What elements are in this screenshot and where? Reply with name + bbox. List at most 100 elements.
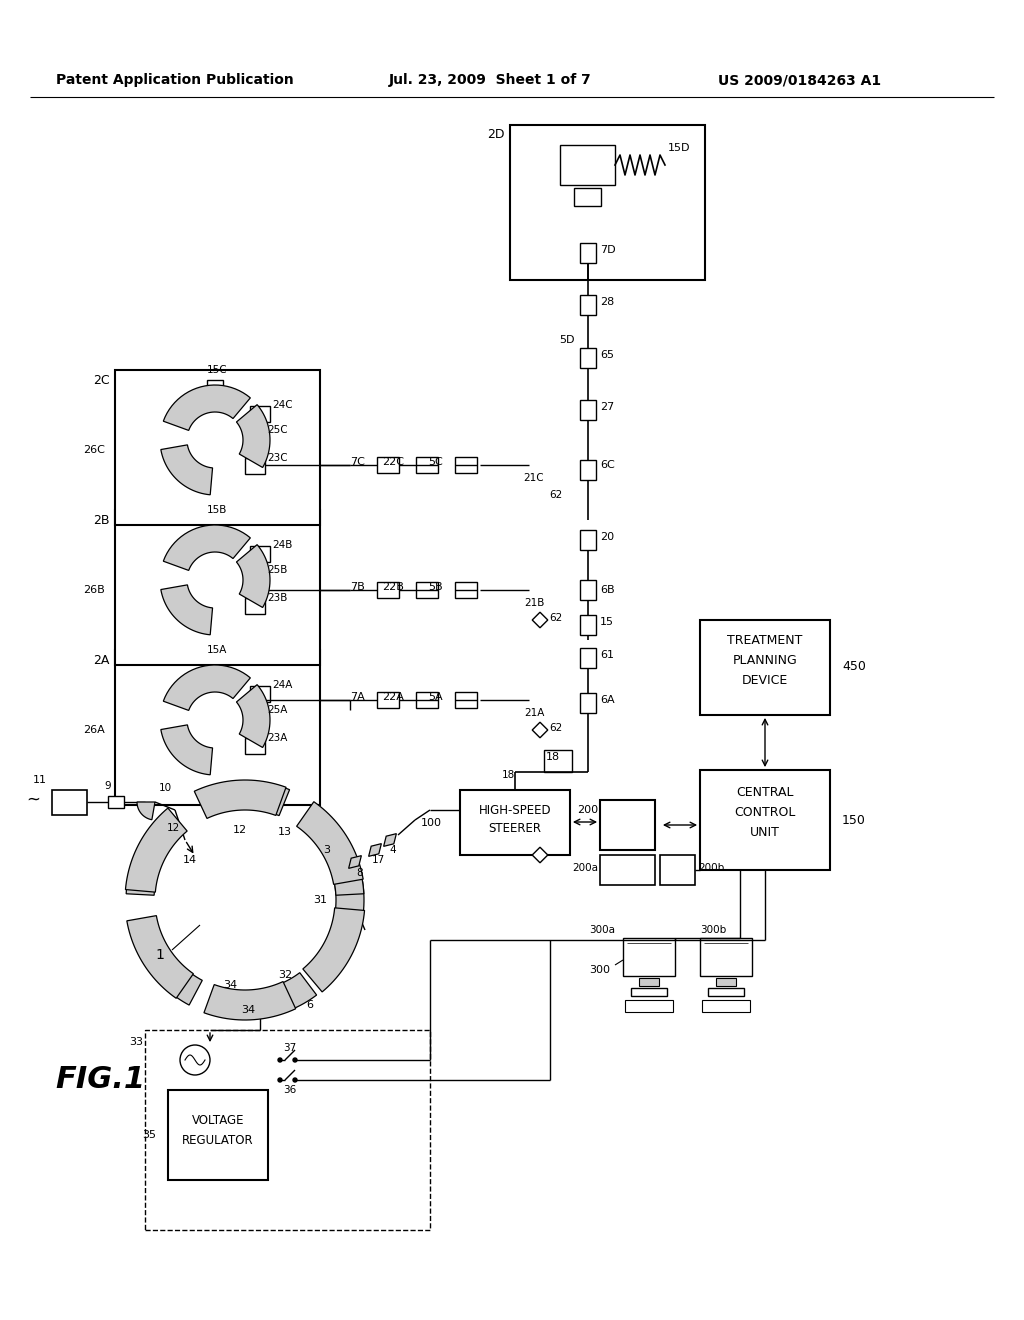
Text: 12: 12 [232,825,247,836]
Bar [145,1030,430,1230]
Polygon shape [201,781,290,816]
Polygon shape [297,801,364,884]
Bar [115,510,319,665]
Bar [416,457,438,473]
Bar [115,649,319,805]
Bar [245,570,265,586]
Bar [245,598,265,614]
Bar [455,692,477,708]
Bar [580,348,596,368]
Bar [416,692,438,708]
Polygon shape [532,612,548,628]
Text: 7A: 7A [350,692,365,702]
Bar [245,738,265,754]
Text: 24C: 24C [272,400,293,411]
Text: CONTROL: CONTROL [734,805,796,818]
Text: 17: 17 [372,855,385,865]
Polygon shape [204,982,296,1020]
Text: 200a: 200a [572,863,598,873]
Bar [416,582,438,598]
Text: 25B: 25B [267,565,288,576]
Polygon shape [127,916,194,998]
Bar [245,430,265,446]
Text: Jul. 23, 2009  Sheet 1 of 7: Jul. 23, 2009 Sheet 1 of 7 [389,73,592,87]
Text: 2B: 2B [93,513,110,527]
Text: 4: 4 [390,845,396,855]
Circle shape [278,1059,282,1063]
Polygon shape [348,855,361,869]
Text: 5A: 5A [428,692,443,702]
Bar [580,693,596,713]
Text: 34: 34 [241,1005,255,1015]
Text: 31: 31 [313,895,327,906]
Bar [600,855,655,884]
Text: 15C: 15C [207,366,227,375]
Text: 2D: 2D [487,128,505,141]
Bar [207,660,223,676]
Bar [574,187,601,206]
Text: 62: 62 [549,490,562,500]
Bar [207,520,223,536]
Bar [245,458,265,474]
Text: STEERER: STEERER [488,821,542,834]
Text: TREATMENT: TREATMENT [727,634,803,647]
Text: 37: 37 [284,1043,297,1053]
Text: HIGH-SPEED: HIGH-SPEED [478,804,551,817]
Polygon shape [195,780,286,818]
Bar [115,370,319,525]
Text: 22B: 22B [382,582,404,591]
Circle shape [293,1078,297,1082]
Text: 61: 61 [600,649,614,660]
Polygon shape [237,405,270,467]
Text: 2A: 2A [93,653,110,667]
Text: 23C: 23C [267,453,288,463]
Polygon shape [230,973,316,1019]
Bar [560,145,615,185]
Text: 150: 150 [842,813,866,826]
Bar [207,380,223,396]
Polygon shape [303,908,365,991]
Text: 20: 20 [600,532,614,543]
Polygon shape [163,385,250,430]
Text: 15: 15 [600,616,614,627]
Bar [580,243,596,263]
Text: 450: 450 [842,660,866,673]
Text: 5C: 5C [428,457,443,467]
Text: PLANNING: PLANNING [732,653,798,667]
Polygon shape [137,803,155,820]
Text: 200: 200 [577,805,598,814]
Text: 21C: 21C [523,473,545,483]
Text: 14: 14 [183,855,197,865]
Circle shape [293,1059,297,1063]
Text: 15B: 15B [207,506,227,515]
Polygon shape [307,813,364,895]
Text: 35: 35 [142,1130,156,1140]
Text: 2C: 2C [93,374,110,387]
Text: 200b: 200b [698,863,724,873]
Bar [580,648,596,668]
Bar [245,710,265,726]
Text: UNIT: UNIT [750,825,780,838]
Polygon shape [323,875,364,964]
Text: 6: 6 [306,1001,313,1010]
Polygon shape [161,585,213,635]
Bar [580,459,596,480]
Text: 23B: 23B [267,593,288,603]
Text: DEVICE: DEVICE [741,673,788,686]
Bar [580,579,596,601]
Bar [639,978,659,986]
Polygon shape [161,445,213,495]
Bar [660,855,695,884]
Text: Patent Application Publication: Patent Application Publication [56,73,294,87]
Text: 21A: 21A [524,708,544,718]
Text: 22C: 22C [382,457,404,467]
Bar [377,457,399,473]
Text: REGULATOR: REGULATOR [182,1134,254,1147]
Text: 100: 100 [421,818,442,828]
Text: 1: 1 [156,948,165,962]
Text: 25C: 25C [267,425,288,436]
Text: VOLTAGE: VOLTAGE [191,1114,245,1126]
Text: 33: 33 [129,1038,143,1047]
Text: 24B: 24B [272,540,293,550]
Text: 32: 32 [278,970,292,979]
